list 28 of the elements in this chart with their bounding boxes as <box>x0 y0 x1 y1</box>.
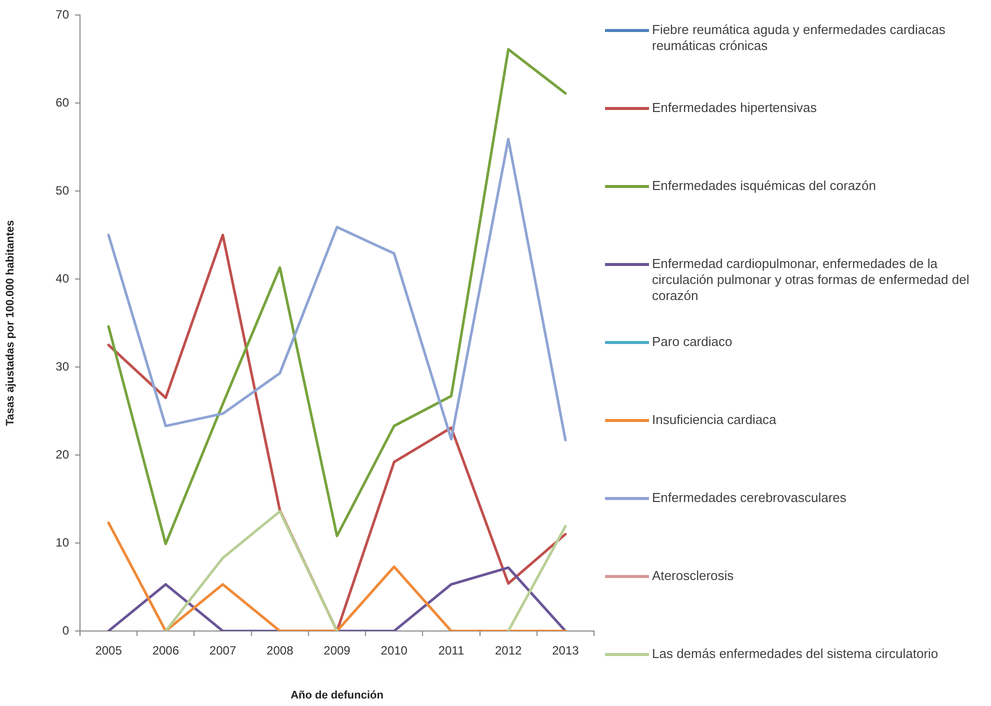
x-tick-label: 2006 <box>152 644 180 658</box>
x-tick-label: 2011 <box>438 644 464 658</box>
x-tick-label: 2010 <box>380 644 408 658</box>
legend-label: Enfermedades cerebrovasculares <box>652 490 848 506</box>
legend-label: Insuficiencia cardiaca <box>652 412 778 428</box>
x-tick-label: 2013 <box>552 644 580 658</box>
legend-label: Enfermedades hipertensivas <box>652 100 818 116</box>
y-tick-label: 10 <box>56 535 70 550</box>
y-tick-label: 30 <box>56 359 70 374</box>
y-tick-label: 20 <box>56 447 70 462</box>
x-tick-label: 2008 <box>266 644 294 658</box>
x-tick-label: 2009 <box>324 644 351 658</box>
y-tick-label: 50 <box>56 183 70 198</box>
y-axis-title: Tasas ajustadas por 100.000 habitantes <box>4 220 17 426</box>
legend-label: Enfermedades isquémicas del corazón <box>652 178 878 194</box>
legend-label: Fiebre reumática aguda y enfermedades cardiacas reumáticas crónicas <box>652 22 946 54</box>
legend-label: Paro cardiaco <box>652 334 734 350</box>
y-tick-label: 60 <box>56 95 70 110</box>
legend-label: Aterosclerosis <box>652 568 735 584</box>
x-tick-label: 2007 <box>209 644 236 658</box>
y-tick-label: 0 <box>62 623 70 638</box>
x-axis-title: Año de defunción <box>290 689 384 702</box>
legend-label: Enfermedad cardiopulmonar, enfermedades de la circulación pulmonar y otras formas de enfermedad del corazón <box>652 256 970 304</box>
y-tick-label: 40 <box>56 271 70 286</box>
legend-label: Las demás enfermedades del sistema circulatorio <box>652 646 940 662</box>
x-tick-label: 2005 <box>95 644 122 658</box>
x-tick-label: 2012 <box>494 644 522 658</box>
y-tick-label: 70 <box>56 7 70 22</box>
